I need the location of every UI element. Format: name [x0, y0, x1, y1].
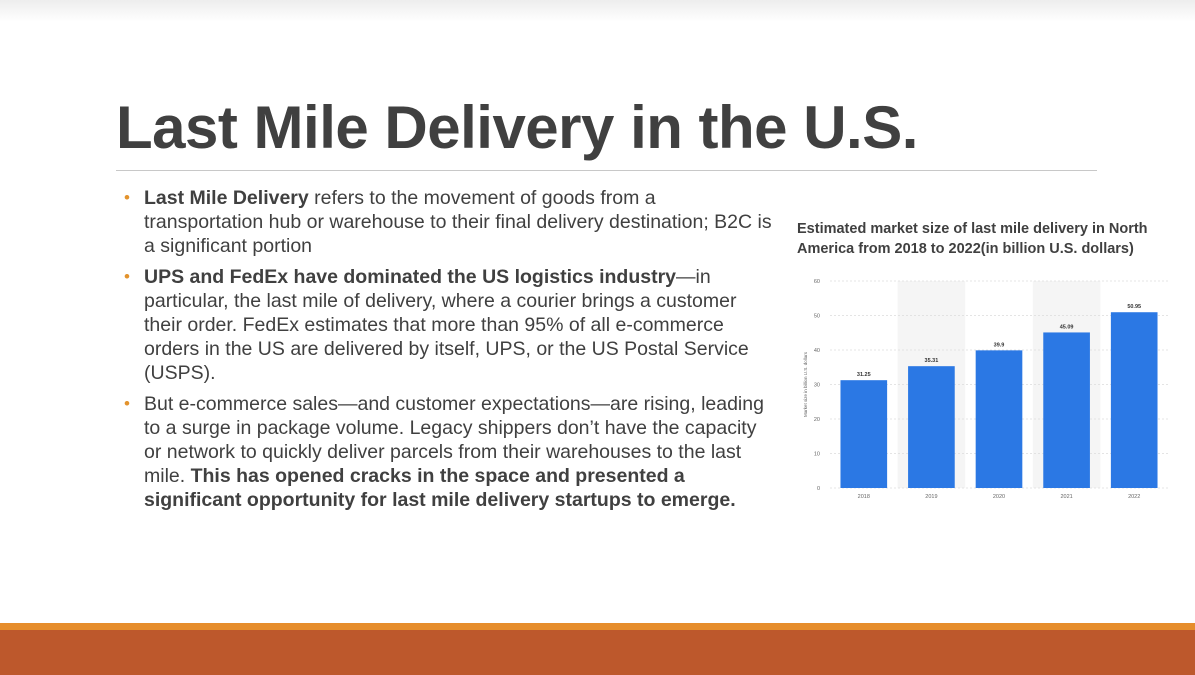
bullet-list: • Last Mile Delivery refers to the moveme…: [122, 186, 772, 519]
bar-value-label: 50.95: [1127, 304, 1141, 310]
x-tick-label: 2018: [858, 494, 870, 500]
x-tick-label: 2019: [925, 494, 937, 500]
bullet-text: refers to the movement of goods from a t…: [144, 187, 772, 257]
y-tick-label: 0: [817, 486, 820, 492]
bar: [840, 380, 888, 488]
bar-value-label: 35.31: [925, 358, 939, 364]
y-tick-label: 50: [814, 314, 820, 320]
bar-value-label: 31.25: [857, 372, 871, 378]
bullet-item: • UPS and FedEx have dominated the US log…: [122, 265, 772, 385]
chart-title: Estimated market size of last mile deliv…: [797, 221, 1148, 257]
bullet-item: • Last Mile Delivery refers to the moveme…: [122, 186, 772, 258]
top-shadow: [0, 0, 1195, 22]
bar: [908, 366, 955, 488]
bullet-marker: •: [124, 188, 130, 207]
market-size-bar-chart: 0 10 20 30 40 50 60 Market size in billion U.S.…: [803, 279, 1168, 500]
bar-value-label: 45.09: [1060, 324, 1074, 330]
x-tick-label: 2021: [1060, 494, 1072, 500]
y-tick-label: 30: [814, 383, 820, 389]
bar: [1043, 332, 1090, 488]
bar: [975, 350, 1023, 488]
x-tick-label: 2020: [993, 494, 1005, 500]
bullet-item: • But e-commerce sales—and customer expec…: [122, 392, 772, 512]
bullet-bold-text: UPS and FedEx have dominated the US logi…: [144, 266, 677, 288]
bullet-text: —in particular, the last mile of deliver…: [144, 266, 749, 384]
bullet-bold-text: Last Mile Delivery: [144, 187, 309, 209]
footer-accent-stripe: [0, 623, 1195, 631]
footer-band: [0, 630, 1195, 675]
bullet-marker: •: [124, 394, 130, 413]
y-tick-label: 40: [814, 348, 820, 354]
bar-value-label: 39.9: [994, 342, 1005, 348]
y-tick-label: 20: [814, 417, 820, 423]
slide-title: Last Mile Delivery in the U.S.: [116, 94, 918, 161]
x-tick-label: 2022: [1128, 494, 1140, 500]
bullet-bold-text: This has opened cracks in the space and …: [144, 465, 736, 511]
bar: [1110, 312, 1158, 488]
title-divider: [116, 170, 1097, 171]
y-tick-label: 10: [814, 452, 820, 458]
bullet-text: But e-commerce sales—and customer expect…: [144, 393, 764, 487]
y-axis-label: Market size in billion U.S. dollars: [803, 351, 808, 417]
bullet-marker: •: [124, 267, 130, 286]
y-tick-label: 60: [814, 279, 820, 285]
